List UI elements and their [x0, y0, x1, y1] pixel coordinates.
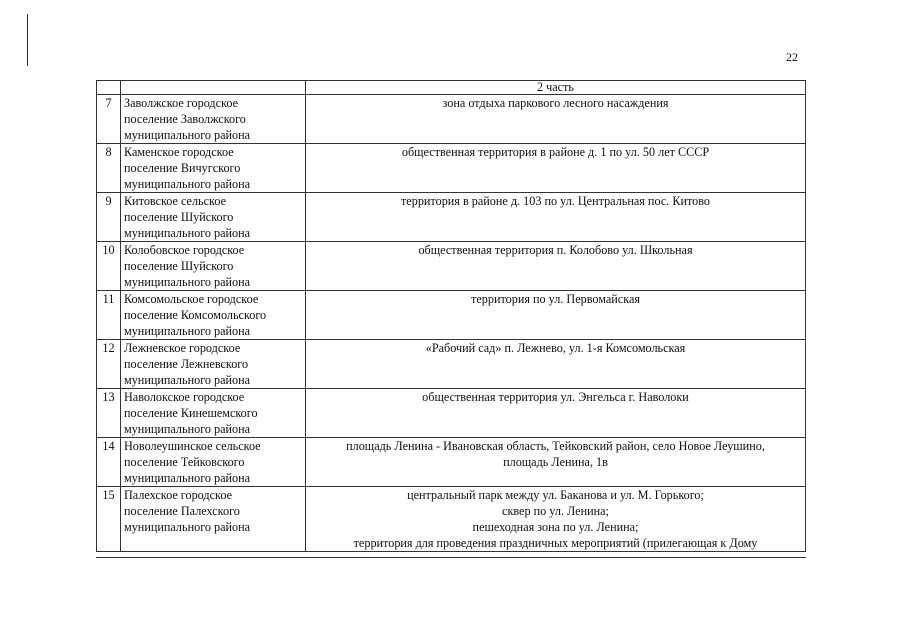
header-cell-name — [120, 80, 306, 95]
row-number: 15 — [96, 486, 121, 552]
settlement-name-line: Лежневское городское — [124, 341, 241, 355]
header-cell-number — [96, 80, 121, 95]
settlement-name: Каменское городское поселение Вичугского м… — [120, 143, 306, 193]
table-row: 12 Лежневское городское поселение Лежневск… — [96, 339, 806, 389]
location-description: площадь Ленина - Ивановская область, Тей… — [305, 437, 806, 487]
location-description: центральный парк между ул. Баканова и ул… — [305, 486, 806, 552]
location-description: общественная территория п. Колобово ул. … — [305, 241, 806, 291]
table-row: 13 Наволокское городское поселение Кинешем… — [96, 388, 806, 438]
settlement-name-line: муниципального района — [124, 471, 251, 485]
location-description-line: общественная территория в районе д. 1 по… — [401, 145, 710, 159]
settlement-name: Заволжское городское поселение Заволжског… — [120, 94, 306, 144]
settlement-name-line: поселение Комсомольского — [124, 308, 267, 322]
location-description-line: центральный парк между ул. Баканова и ул… — [407, 488, 704, 502]
table-row: 10 Колобовское городское поселение Шуйског… — [96, 241, 806, 291]
settlement-name-line: муниципального района — [124, 373, 251, 387]
settlement-name-line: Новолеушинское сельское — [124, 439, 261, 453]
row-number: 8 — [96, 143, 121, 193]
settlement-name-line: поселение Шуйского — [124, 210, 234, 224]
settlement-name-line: поселение Вичугского — [124, 161, 241, 175]
location-description-line: пешеходная зона по ул. Ленина; — [472, 520, 639, 534]
document-table-wrapper: 2 часть 7 Заволжское городское поселение З… — [96, 80, 806, 558]
settlement-name: Новолеушинское сельское поселение Тейковс… — [120, 437, 306, 487]
settlement-name-line: Каменское городское — [124, 145, 234, 159]
location-description: территория в районе д. 103 по ул. Центра… — [305, 192, 806, 242]
settlement-name-line: Палехское городское — [124, 488, 232, 502]
settlement-name: Лежневское городское поселение Лежневског… — [120, 339, 306, 389]
settlement-name: Палехское городское поселение Палехского м… — [120, 486, 306, 552]
location-description-line: зона отдыха паркового лесного насаждения — [442, 96, 669, 110]
settlement-name-line: поселение Заволжского — [124, 112, 246, 126]
settlement-name-line: муниципального района — [124, 520, 251, 534]
settlement-name-line: муниципального района — [124, 128, 251, 142]
location-description-line: площадь Ленина - Ивановская область, Тей… — [346, 439, 765, 453]
header-cell-part: 2 часть — [305, 80, 806, 95]
location-description-line: площадь Ленина, 1в — [503, 455, 608, 469]
row-number: 14 — [96, 437, 121, 487]
document-table: 2 часть 7 Заволжское городское поселение З… — [96, 80, 806, 552]
margin-line — [27, 14, 28, 66]
settlement-name: Китовское сельское поселение Шуйского муни… — [120, 192, 306, 242]
location-description-line: сквер по ул. Ленина; — [502, 504, 609, 518]
settlement-name-line: Наволокское городское — [124, 390, 245, 404]
settlement-name-line: муниципального района — [124, 226, 251, 240]
row-number: 7 — [96, 94, 121, 144]
location-description-line: «Рабочий сад» п. Лежнево, ул. 1-я Комсом… — [425, 341, 686, 355]
settlement-name-line: муниципального района — [124, 422, 251, 436]
settlement-name: Наволокское городское поселение Кинешемск… — [120, 388, 306, 438]
settlement-name-line: поселение Палехского — [124, 504, 240, 518]
table-row: 15 Палехское городское поселение Палехског… — [96, 486, 806, 552]
settlement-name-line: Китовское сельское — [124, 194, 226, 208]
settlement-name: Колобовское городское поселение Шуйского м… — [120, 241, 306, 291]
settlement-name-line: поселение Шуйского — [124, 259, 234, 273]
location-description-line: общественная территория ул. Энгельса г. … — [422, 390, 689, 404]
settlement-name-line: поселение Кинешемского — [124, 406, 258, 420]
row-number: 12 — [96, 339, 121, 389]
settlement-name-line: поселение Лежневского — [124, 357, 249, 371]
location-description: территория по ул. Первомайская — [305, 290, 806, 340]
row-number: 9 — [96, 192, 121, 242]
location-description-line: территория для проведения праздничных ме… — [353, 536, 758, 550]
page-number: 22 — [786, 50, 798, 64]
location-description: общественная территория в районе д. 1 по… — [305, 143, 806, 193]
settlement-name: Комсомольское городское поселение Комсомо… — [120, 290, 306, 340]
table-row: 14 Новолеушинское сельское поселение Тейко… — [96, 437, 806, 487]
row-number: 10 — [96, 241, 121, 291]
table-row: 7 Заволжское городское поселение Заволжско… — [96, 94, 806, 144]
location-description: «Рабочий сад» п. Лежнево, ул. 1-я Комсом… — [305, 339, 806, 389]
settlement-name-line: муниципального района — [124, 324, 251, 338]
settlement-name-line: Заволжское городское — [124, 96, 238, 110]
location-description: общественная территория ул. Энгельса г. … — [305, 388, 806, 438]
settlement-name-line: Колобовское городское — [124, 243, 245, 257]
location-description: зона отдыха паркового лесного насаждения — [305, 94, 806, 144]
location-description-line: территория в районе д. 103 по ул. Центра… — [400, 194, 711, 208]
table-row: 8 Каменское городское поселение Вичугского… — [96, 143, 806, 193]
settlement-name-line: Комсомольское городское — [124, 292, 259, 306]
settlement-name-line: муниципального района — [124, 275, 251, 289]
location-description-line: общественная территория п. Колобово ул. … — [418, 243, 693, 257]
row-number: 11 — [96, 290, 121, 340]
table-row: 9 Китовское сельское поселение Шуйского мун… — [96, 192, 806, 242]
table-row: 11 Комсомольское городское поселение Комсо… — [96, 290, 806, 340]
settlement-name-line: муниципального района — [124, 177, 251, 191]
row-number: 13 — [96, 388, 121, 438]
settlement-name-line: поселение Тейковского — [124, 455, 245, 469]
location-description-line: территория по ул. Первомайская — [471, 292, 640, 306]
table-header-row: 2 часть — [96, 80, 806, 95]
